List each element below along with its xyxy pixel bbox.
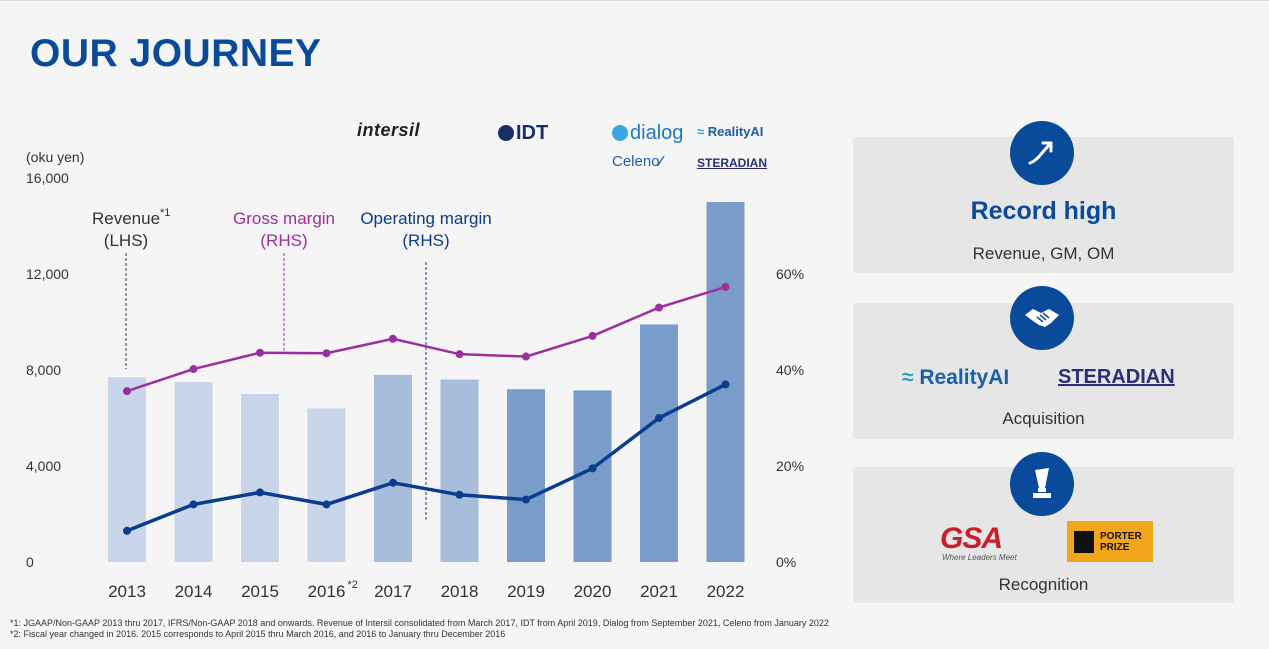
top-divider bbox=[0, 0, 1269, 1]
porter-prize-text: PORTER PRIZE bbox=[1100, 531, 1142, 553]
x-tick-label: 2014 bbox=[175, 582, 213, 601]
dialog-logo-text: dialog bbox=[630, 122, 684, 144]
x-tick-label: 2022 bbox=[707, 582, 745, 601]
revenue-bar bbox=[241, 394, 279, 562]
celeno-swoosh-icon: ⁄ bbox=[659, 153, 663, 170]
steradian-logo-small: STERADIAN bbox=[697, 156, 768, 170]
realityai-acq-wave-icon: ≈ bbox=[902, 366, 914, 389]
gross-margin-point bbox=[721, 282, 730, 291]
x-tick-label: 2021 bbox=[640, 582, 678, 601]
operating-margin-point bbox=[455, 490, 464, 499]
celeno-logo: Celeno⁄ bbox=[612, 153, 662, 170]
y-right-tick-label: 60% bbox=[776, 266, 804, 282]
y-left-tick-label: 0 bbox=[26, 554, 34, 570]
y-right-tick-label: 0% bbox=[776, 554, 796, 570]
intersil-logo: intersil bbox=[357, 120, 421, 140]
celeno-logo-text: Celeno bbox=[612, 153, 660, 170]
operating-margin-line bbox=[126, 382, 727, 533]
trophy-icon bbox=[1010, 452, 1074, 516]
realityai-logo-text: RealityAI bbox=[707, 124, 764, 139]
porter-line1: PORTER bbox=[1100, 530, 1142, 542]
series-annotations: Revenue *1 (LHS) Gross margin (RHS) Operating… bbox=[92, 207, 492, 520]
page-title: OUR JOURNEY bbox=[30, 32, 322, 75]
gsa-tagline: Where Leaders Meet bbox=[942, 553, 1017, 562]
porter-mark-icon bbox=[1072, 528, 1096, 555]
operating-margin-point bbox=[389, 478, 397, 487]
margin-lines bbox=[123, 282, 730, 535]
x-tick-label: 2018 bbox=[441, 582, 479, 601]
footnote-1: *1: JGAAP/Non-GAAP 2013 thru 2017, IFRS/… bbox=[10, 618, 829, 628]
operating-margin-point bbox=[189, 500, 198, 509]
gross-margin-point bbox=[455, 350, 464, 359]
annotation-title: Revenue bbox=[92, 209, 160, 228]
revenue-bar bbox=[374, 374, 412, 562]
x-tick-label: 2013 bbox=[108, 582, 146, 601]
left-axis-unit: (oku yen) bbox=[26, 149, 84, 165]
revenue-bar bbox=[507, 389, 545, 562]
y-left-tick-label: 8,000 bbox=[26, 362, 61, 378]
annotation-title: Gross margin bbox=[233, 209, 335, 228]
porter-prize-logo: PORTER PRIZE bbox=[1067, 521, 1153, 562]
operating-margin-point bbox=[322, 500, 331, 509]
record-high-text: Revenue, GM, OM bbox=[972, 244, 1115, 263]
gross-margin-point bbox=[655, 303, 663, 312]
y-left-tick-label: 12,000 bbox=[26, 266, 69, 282]
gross-margin-point bbox=[189, 365, 198, 374]
idt-logo: IDT bbox=[498, 122, 548, 145]
gross-margin-point bbox=[322, 349, 331, 358]
gross-margin-point bbox=[588, 331, 597, 340]
revenue-bar bbox=[640, 324, 678, 562]
steradian-acquisition-logo: STERADIAN bbox=[1058, 366, 1175, 388]
operating-margin-point bbox=[588, 464, 597, 473]
y-right-tick-label: 20% bbox=[776, 458, 804, 474]
record-high-title: Record high bbox=[970, 197, 1117, 225]
operating-margin-point bbox=[123, 526, 131, 535]
recognition-text: Recognition bbox=[998, 575, 1089, 594]
annotation-superscript: *1 bbox=[160, 207, 170, 219]
operating-margin-point bbox=[655, 414, 663, 422]
x-tick-label: 2019 bbox=[507, 582, 545, 601]
x-tick-superscript: *2 bbox=[348, 579, 358, 591]
y-left-tick-label: 16,000 bbox=[26, 170, 69, 186]
footnote-2: *2: Fiscal year changed in 2016. 2015 co… bbox=[10, 629, 506, 639]
gross-margin-point bbox=[522, 352, 530, 361]
axis-labels: (oku yen) 0 4,000 8,000 12,000 16,000 0% 20% 40%… bbox=[26, 149, 804, 601]
idt-mark-icon bbox=[498, 125, 514, 141]
y-right-tick-label: 40% bbox=[776, 362, 804, 378]
annotation-axis-note: (RHS) bbox=[260, 231, 307, 250]
trend-up-arrow-icon bbox=[1010, 121, 1074, 185]
operating-margin-point bbox=[522, 495, 530, 504]
revenue-bars bbox=[108, 202, 745, 562]
x-tick-label: 2017 bbox=[374, 582, 412, 601]
x-tick-label: 2015 bbox=[241, 582, 279, 601]
gross-margin-point bbox=[256, 348, 264, 357]
revenue-bar bbox=[174, 382, 213, 562]
realityai-wave-icon: ≈ bbox=[697, 124, 705, 139]
operating-margin-point bbox=[256, 488, 264, 497]
x-tick-label: 2020 bbox=[574, 582, 612, 601]
revenue-margin-chart: Revenue *1 (LHS) Gross margin (RHS) Operating… bbox=[26, 149, 804, 601]
acquisition-text: Acquisition bbox=[1002, 409, 1085, 428]
dialog-mark-icon bbox=[612, 125, 628, 141]
annotation-axis-note: (RHS) bbox=[402, 231, 449, 250]
annotation-title: Operating margin bbox=[360, 209, 491, 228]
revenue-bar bbox=[307, 408, 346, 562]
gross-margin-point bbox=[389, 334, 397, 343]
revenue-bar bbox=[440, 379, 479, 562]
idt-logo-text: IDT bbox=[516, 122, 549, 144]
gross-margin-line bbox=[126, 285, 726, 393]
realityai-logo-small: ≈ RealityAI bbox=[697, 124, 763, 139]
gsa-logo: GSA bbox=[940, 522, 1003, 555]
gross-margin-point bbox=[123, 387, 131, 396]
annotation-axis-note: (LHS) bbox=[104, 231, 148, 250]
realityai-acquisition-logo: ≈ RealityAI bbox=[902, 366, 1009, 390]
x-tick-label: 2016 bbox=[308, 582, 346, 601]
dialog-logo: dialog bbox=[612, 122, 683, 145]
porter-line2: PRIZE bbox=[1100, 541, 1130, 553]
operating-margin-point bbox=[721, 380, 730, 389]
handshake-icon bbox=[1010, 286, 1074, 350]
y-left-tick-label: 4,000 bbox=[26, 458, 61, 474]
realityai-acq-text: RealityAI bbox=[919, 366, 1010, 389]
